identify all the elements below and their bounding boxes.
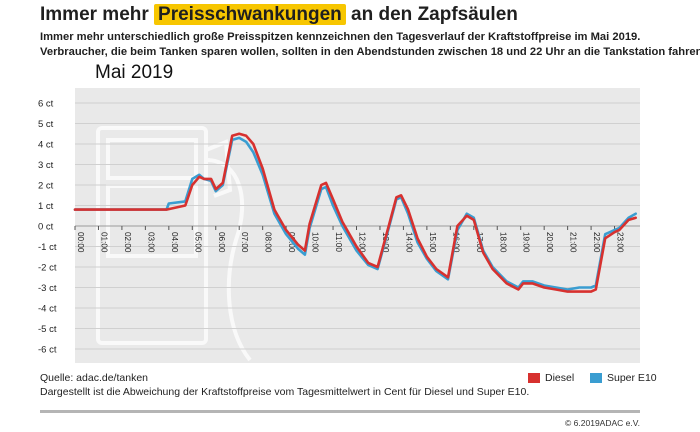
x-tick-label: 11:00 bbox=[334, 232, 343, 252]
y-tick-label: 3 ct bbox=[38, 160, 54, 171]
y-tick-label: -6 ct bbox=[38, 345, 57, 356]
pump-window-shape bbox=[106, 184, 198, 258]
y-tick-label: 2 ct bbox=[38, 181, 54, 192]
fuel-pump-illustration bbox=[96, 126, 252, 362]
subtitle: Immer mehr unterschiedlich große Preissp… bbox=[40, 30, 700, 60]
x-tick-label: 23:00 bbox=[616, 232, 625, 253]
x-tick-label: 07:00 bbox=[240, 232, 249, 253]
y-tick-label: -3 ct bbox=[38, 283, 57, 294]
source-text: Quelle: adac.de/tanken bbox=[40, 372, 148, 384]
y-axis-ticks: 6 ct 5 ct 4 ct 3 ct 2 ct 1 ct 0 ct -1 ct -2 ct -3… bbox=[38, 99, 57, 356]
x-tick-label: 02:00 bbox=[123, 232, 132, 253]
copyright-text: © 6.2019ADAC e.V. bbox=[565, 418, 640, 428]
x-tick-label: 22:00 bbox=[592, 232, 601, 253]
legend-item-diesel: Diesel bbox=[528, 372, 574, 384]
x-tick-label: 20:00 bbox=[545, 232, 554, 253]
x-tick-label: 10:00 bbox=[311, 232, 320, 253]
headline: Immer mehr Preisschwankungen an den Zapf… bbox=[40, 4, 518, 26]
note-text: Dargestellt ist die Abweichung der Kraft… bbox=[40, 386, 530, 398]
legend-item-super-e10: Super E10 bbox=[590, 372, 657, 384]
x-tick-label: 12:00 bbox=[358, 232, 367, 253]
chart-title: Mai 2019 bbox=[95, 62, 174, 83]
y-tick-label: 4 ct bbox=[38, 140, 54, 151]
y-tick-label: -5 ct bbox=[38, 324, 57, 335]
x-tick-label: 04:00 bbox=[170, 232, 179, 253]
series-line-diesel bbox=[73, 132, 638, 293]
headline-post: an den Zapfsäulen bbox=[345, 4, 518, 25]
legend-swatch-diesel bbox=[528, 373, 540, 383]
x-tick-label: 19:00 bbox=[522, 232, 531, 253]
legend-label-super-e10: Super E10 bbox=[607, 372, 657, 384]
y-tick-label: -2 ct bbox=[38, 263, 57, 274]
pump-hose-shape bbox=[205, 158, 252, 362]
series-lines bbox=[73, 132, 638, 293]
x-tick-label: 06:00 bbox=[217, 232, 226, 253]
y-tick-label: 0 ct bbox=[38, 222, 54, 233]
x-tick-label: 14:00 bbox=[404, 232, 413, 253]
pump-display-shape bbox=[106, 138, 198, 180]
y-tick-label: -4 ct bbox=[38, 304, 57, 315]
x-tick-label: 01:00 bbox=[99, 232, 108, 253]
x-tick-label: 05:00 bbox=[193, 232, 202, 253]
x-tick-label: 15:00 bbox=[428, 232, 437, 253]
x-tick-label: 21:00 bbox=[569, 232, 578, 253]
y-tick-label: -1 ct bbox=[38, 242, 57, 253]
x-tick-label: 18:00 bbox=[498, 232, 507, 253]
y-tick-label: 5 ct bbox=[38, 119, 54, 130]
x-tick-label: 03:00 bbox=[146, 232, 155, 253]
x-tick-label: 08:00 bbox=[264, 232, 273, 253]
legend-swatch-super-e10 bbox=[590, 373, 602, 383]
subtitle-line-2: Verbraucher, die beim Tanken sparen woll… bbox=[40, 46, 700, 58]
pump-body-shape bbox=[96, 126, 208, 345]
y-tick-label: 6 ct bbox=[38, 99, 54, 110]
y-tick-label: 1 ct bbox=[38, 201, 54, 212]
headline-pre: Immer mehr bbox=[40, 4, 155, 25]
x-tick-label: 00:00 bbox=[76, 232, 85, 253]
bottom-rule bbox=[40, 410, 640, 413]
headline-highlight: Preisschwankungen bbox=[154, 4, 346, 25]
subtitle-line-1: Immer mehr unterschiedlich große Preissp… bbox=[40, 31, 641, 43]
legend-label-diesel: Diesel bbox=[545, 372, 575, 384]
